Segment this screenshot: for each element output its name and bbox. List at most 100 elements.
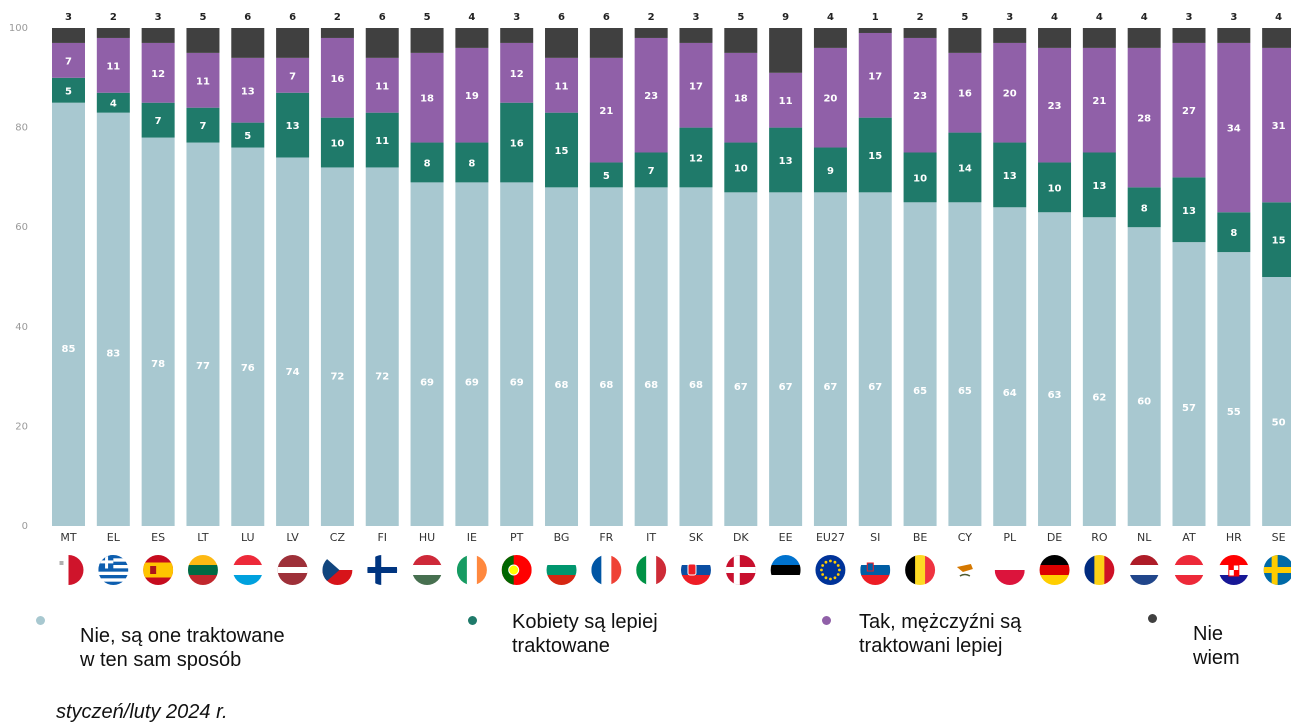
data-label: 4 xyxy=(1275,12,1282,23)
bar-group-lv: 74 13 7 6 xyxy=(276,12,310,527)
bar-segment xyxy=(320,37,354,118)
bar-group-fr: 68 5 21 6 xyxy=(589,12,623,527)
bar-segment xyxy=(545,112,579,188)
bar-group-mt: 85 5 7 3 xyxy=(52,12,85,526)
bar-segment xyxy=(276,157,310,527)
data-label: 18 xyxy=(734,94,748,105)
data-label: 69 xyxy=(420,378,434,389)
bar-segment xyxy=(858,32,892,118)
bar-segment xyxy=(589,162,623,188)
legend-label-dont-know: Nie wiem xyxy=(1193,623,1240,669)
x-tick-label: LU xyxy=(241,531,255,544)
bar-segment xyxy=(500,28,534,43)
data-label: 6 xyxy=(289,12,296,23)
x-tick-label: HU xyxy=(419,531,435,544)
bar-segment xyxy=(679,28,713,43)
data-label: 11 xyxy=(375,136,389,147)
data-label: 23 xyxy=(1048,101,1062,112)
data-label: 63 xyxy=(1048,390,1062,401)
data-label: 13 xyxy=(286,121,300,132)
bar-segment xyxy=(589,57,623,163)
bar-segment xyxy=(52,42,85,78)
bar-segment xyxy=(1217,252,1251,526)
data-label: 5 xyxy=(961,12,968,23)
bar-segment xyxy=(948,132,982,203)
data-label: 11 xyxy=(555,81,569,92)
bar-segment xyxy=(858,28,892,33)
bar-segment xyxy=(320,28,354,38)
bar-segment xyxy=(231,147,265,526)
data-label: 1 xyxy=(872,12,879,23)
data-label: 12 xyxy=(689,153,703,164)
x-tick-label: SE xyxy=(1272,531,1286,544)
bar-segment xyxy=(1262,28,1291,48)
data-label: 68 xyxy=(555,380,569,391)
bar-group-pl: 64 13 20 3 xyxy=(993,12,1027,526)
lithuania-flag-icon xyxy=(187,555,218,585)
bar-segment xyxy=(410,182,444,526)
bar-segment xyxy=(1172,28,1206,43)
data-label: 15 xyxy=(1272,236,1286,247)
bar-segment xyxy=(813,47,847,148)
data-label: 6 xyxy=(244,12,251,23)
data-label: 72 xyxy=(375,371,389,382)
data-label: 3 xyxy=(155,12,162,23)
finland-flag-icon xyxy=(367,555,398,585)
data-label: 20 xyxy=(1003,89,1017,100)
bar-segment xyxy=(500,182,534,526)
data-label: 57 xyxy=(1182,403,1196,414)
italy-flag-icon xyxy=(636,555,667,585)
latvia-flag-icon xyxy=(277,555,308,585)
data-label: 68 xyxy=(599,380,613,391)
malta-flag-icon xyxy=(53,555,84,585)
belgium-flag-icon xyxy=(905,555,936,585)
bar-segment xyxy=(769,192,803,526)
data-label: 21 xyxy=(599,106,613,117)
bar-segment xyxy=(1127,47,1161,188)
bar-segment xyxy=(948,28,982,53)
bar-segment xyxy=(634,37,668,153)
bar-segment xyxy=(186,107,220,143)
flag-row xyxy=(53,555,1291,585)
bar-segment xyxy=(1038,212,1072,526)
bar-segment xyxy=(724,142,758,193)
data-label: 5 xyxy=(603,171,610,182)
bar-segment xyxy=(1127,187,1161,228)
bar-group-at: 57 13 27 3 xyxy=(1172,12,1206,526)
portugal-flag-icon xyxy=(501,555,532,585)
bar-segment xyxy=(993,42,1027,143)
croatia-flag-icon xyxy=(1218,555,1249,585)
bar-group-cz: 72 10 16 2 xyxy=(320,12,354,526)
bar-segment xyxy=(993,207,1027,526)
data-label: 6 xyxy=(558,12,565,23)
data-label: 8 xyxy=(1230,228,1237,239)
data-label: 11 xyxy=(196,76,210,87)
data-label: 9 xyxy=(827,166,834,177)
data-label: 5 xyxy=(244,131,251,142)
bar-group-es: 78 7 12 3 xyxy=(141,12,175,526)
czechia-flag-icon xyxy=(322,555,353,585)
data-label: 8 xyxy=(1141,203,1148,214)
data-label: 4 xyxy=(827,12,834,23)
bar-segment xyxy=(1172,242,1206,526)
bar-group-be: 65 10 23 2 xyxy=(903,12,937,527)
data-label: 19 xyxy=(465,91,479,102)
bar-group-de: 63 10 23 4 xyxy=(1038,12,1072,526)
data-label: 13 xyxy=(779,156,793,167)
estonia-flag-icon xyxy=(770,555,801,585)
bar-segment xyxy=(500,102,534,183)
x-tick-label: PT xyxy=(510,531,524,544)
bar-segment xyxy=(634,187,668,527)
bar-segment xyxy=(1262,277,1291,526)
bar-segment xyxy=(365,57,399,113)
data-label: 31 xyxy=(1272,121,1286,132)
data-label: 69 xyxy=(465,378,479,389)
data-label: 28 xyxy=(1137,114,1151,125)
bar-segment xyxy=(276,28,310,58)
bar-segment xyxy=(455,28,489,48)
cyprus-flag-icon xyxy=(949,555,980,585)
bar-segment xyxy=(948,202,982,527)
data-label: 77 xyxy=(196,361,210,372)
bar-segment xyxy=(1217,42,1251,213)
data-label: 9 xyxy=(782,12,789,23)
